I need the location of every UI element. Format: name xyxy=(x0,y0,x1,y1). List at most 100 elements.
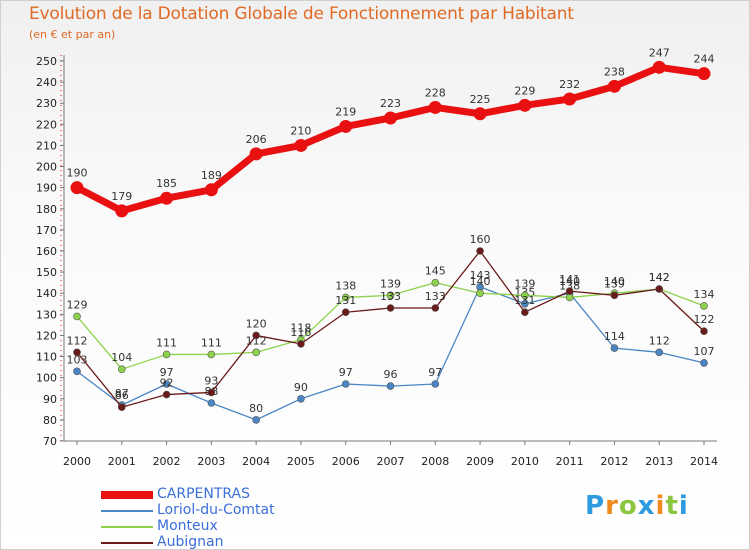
data-point xyxy=(700,302,708,310)
data-point xyxy=(207,388,216,397)
data-label: 129 xyxy=(67,298,88,311)
data-point xyxy=(339,119,353,133)
data-point xyxy=(162,350,171,359)
x-tick-label: 2012 xyxy=(600,455,628,468)
data-point xyxy=(297,340,305,348)
data-label: 86 xyxy=(115,389,129,402)
data-point xyxy=(428,100,442,114)
data-point xyxy=(252,331,260,340)
data-point xyxy=(431,304,440,312)
x-tick-label: 2009 xyxy=(466,455,494,468)
data-point xyxy=(207,399,216,407)
data-point xyxy=(655,285,664,293)
data-label: 114 xyxy=(604,330,625,343)
data-label: 116 xyxy=(290,326,311,339)
data-point xyxy=(73,348,81,357)
data-label: 80 xyxy=(249,402,263,415)
logo-letter: r xyxy=(605,491,619,521)
data-point xyxy=(70,181,84,195)
data-label: 139 xyxy=(514,277,535,290)
data-point xyxy=(160,191,174,205)
logo-letter: o xyxy=(618,491,638,521)
data-label: 141 xyxy=(559,273,580,286)
data-label: 118 xyxy=(290,322,311,335)
y-tick-label: 80 xyxy=(43,414,57,427)
x-tick-label: 2006 xyxy=(332,455,360,468)
data-label: 140 xyxy=(604,275,625,288)
data-label: 112 xyxy=(67,334,88,347)
y-tick-label: 90 xyxy=(43,393,57,406)
y-tick-label: 190 xyxy=(36,182,57,195)
data-label: 160 xyxy=(470,233,491,246)
legend-label: Monteux xyxy=(157,518,218,534)
data-label: 134 xyxy=(694,288,715,301)
x-tick-label: 2013 xyxy=(645,455,673,468)
x-tick-label: 2000 xyxy=(63,455,91,468)
data-label: 143 xyxy=(470,269,491,282)
data-label: 131 xyxy=(335,294,356,307)
data-label: 223 xyxy=(380,97,401,110)
y-tick-label: 250 xyxy=(36,55,57,68)
data-label: 140 xyxy=(470,275,491,288)
x-tick-label: 2010 xyxy=(511,455,539,468)
data-point xyxy=(252,416,260,424)
data-label: 232 xyxy=(559,78,580,91)
data-point xyxy=(294,138,308,152)
data-point xyxy=(297,394,305,403)
data-point xyxy=(563,92,577,106)
y-tick-label: 150 xyxy=(36,266,57,279)
data-label: 179 xyxy=(111,190,132,203)
legend-swatch xyxy=(101,510,153,512)
y-tick-label: 140 xyxy=(36,287,57,300)
y-tick-label: 180 xyxy=(36,203,57,216)
legend-swatch xyxy=(101,542,153,544)
y-tick-label: 220 xyxy=(36,118,57,131)
data-point xyxy=(476,289,484,298)
data-label: 185 xyxy=(156,177,177,190)
data-label: 189 xyxy=(201,169,222,182)
data-point xyxy=(384,111,397,125)
data-label: 238 xyxy=(604,65,625,78)
y-tick-label: 110 xyxy=(36,351,57,364)
logo-letter: x xyxy=(637,491,656,521)
logo-letter: t xyxy=(665,491,679,521)
data-label: 97 xyxy=(160,366,174,379)
data-point xyxy=(386,304,395,312)
data-point xyxy=(207,350,216,359)
data-label: 139 xyxy=(380,277,401,290)
data-point xyxy=(341,308,350,317)
data-point xyxy=(565,287,574,295)
data-label: 87 xyxy=(115,387,129,400)
data-label: 190 xyxy=(67,167,88,180)
data-label: 97 xyxy=(339,366,353,379)
data-point xyxy=(473,107,487,121)
y-tick-label: 230 xyxy=(36,97,57,110)
data-label: 219 xyxy=(335,105,356,118)
data-label: 120 xyxy=(246,317,267,330)
data-label: 96 xyxy=(384,368,398,381)
chart-subtitle: (en € et par an) xyxy=(29,28,116,41)
data-label: 244 xyxy=(694,53,715,66)
series-loriol-du-comtat: 1038797888090979697143135140114112107 xyxy=(67,269,715,424)
data-point xyxy=(386,382,395,390)
proxiti-logo: Proxiti xyxy=(585,491,689,521)
x-tick-label: 2002 xyxy=(153,455,181,468)
data-point xyxy=(521,291,529,300)
data-label: 133 xyxy=(425,290,446,303)
data-label: 139 xyxy=(604,277,625,290)
series-carpentras: 190 179 185 189 206 210 219 223 228 225 229 232 238 2… xyxy=(67,46,715,218)
data-label: 145 xyxy=(425,265,446,278)
data-point xyxy=(117,365,126,374)
data-point xyxy=(610,344,619,352)
data-label: 92 xyxy=(160,377,174,390)
data-point xyxy=(252,348,260,357)
chart-title: Evolution de la Dotation Globale de Fonc… xyxy=(29,4,574,24)
data-label: 104 xyxy=(111,351,132,364)
data-point xyxy=(610,291,619,300)
data-label: 140 xyxy=(559,275,580,288)
y-tick-label: 100 xyxy=(36,372,57,385)
data-label: 111 xyxy=(156,336,177,349)
data-point xyxy=(655,348,664,357)
y-tick-label: 160 xyxy=(36,245,57,258)
